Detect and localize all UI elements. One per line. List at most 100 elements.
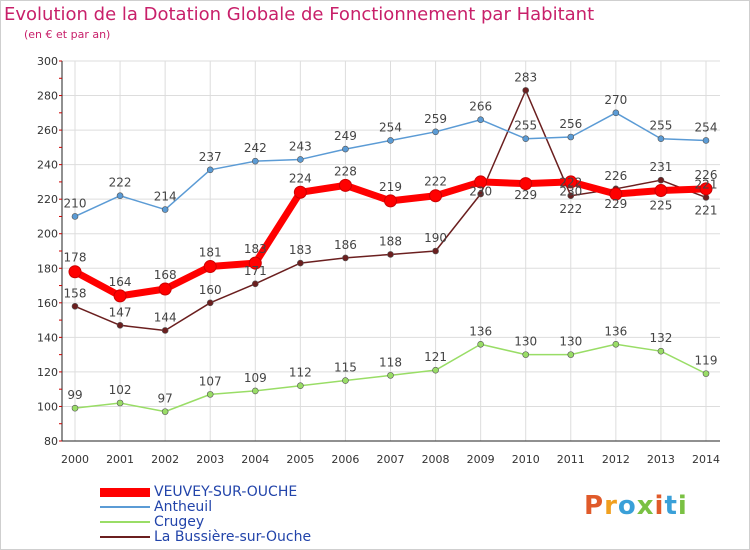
x-tick-label: 2009 bbox=[467, 453, 495, 466]
data-label: 224 bbox=[289, 171, 312, 185]
data-label: 254 bbox=[379, 120, 402, 134]
y-tick-label: 160 bbox=[37, 297, 58, 310]
legend-label: Crugey bbox=[154, 514, 205, 530]
data-point bbox=[116, 192, 124, 200]
data-label: 183 bbox=[289, 243, 312, 257]
data-label: 219 bbox=[379, 180, 402, 194]
data-label: 171 bbox=[244, 264, 267, 278]
data-point bbox=[477, 116, 484, 124]
data-point bbox=[522, 351, 530, 358]
x-tick-label: 2014 bbox=[692, 453, 720, 466]
data-label: 168 bbox=[154, 268, 177, 282]
data-point bbox=[68, 265, 82, 279]
data-label: 222 bbox=[109, 176, 132, 190]
data-point bbox=[477, 340, 484, 348]
data-label: 229 bbox=[514, 188, 537, 202]
data-point bbox=[612, 340, 620, 348]
data-label: 164 bbox=[109, 275, 132, 289]
data-label: 255 bbox=[649, 119, 672, 133]
data-point bbox=[161, 408, 169, 415]
data-label: 256 bbox=[559, 117, 582, 131]
y-tick-label: 80 bbox=[44, 435, 58, 448]
data-point bbox=[702, 137, 710, 144]
data-label: 144 bbox=[154, 310, 177, 324]
data-label: 121 bbox=[424, 350, 447, 364]
y-tick-label: 120 bbox=[37, 366, 58, 379]
logo-letter: r bbox=[604, 491, 618, 521]
data-label: 190 bbox=[424, 231, 447, 245]
data-label: 226 bbox=[695, 168, 718, 182]
data-label: 221 bbox=[695, 204, 718, 218]
legend-swatch bbox=[100, 536, 150, 538]
logo-letter: i bbox=[654, 491, 665, 521]
data-point bbox=[71, 302, 79, 310]
data-point bbox=[206, 391, 214, 398]
legend-swatch bbox=[100, 487, 150, 497]
data-label: 178 bbox=[64, 251, 87, 265]
data-label: 160 bbox=[199, 283, 222, 297]
x-tick-label: 2005 bbox=[286, 453, 314, 466]
y-tick-label: 280 bbox=[37, 90, 58, 103]
data-label: 283 bbox=[514, 70, 537, 84]
data-point bbox=[342, 377, 349, 384]
data-label: 270 bbox=[604, 93, 627, 107]
data-label: 186 bbox=[334, 238, 357, 252]
data-point bbox=[338, 178, 352, 192]
data-point bbox=[657, 176, 665, 184]
data-point bbox=[297, 259, 304, 267]
data-label: 99 bbox=[67, 388, 82, 402]
data-point bbox=[657, 135, 665, 143]
data-point bbox=[387, 251, 394, 258]
data-label: 112 bbox=[289, 366, 312, 380]
data-point bbox=[429, 189, 443, 203]
data-point bbox=[293, 185, 307, 199]
data-label: 228 bbox=[334, 164, 357, 178]
data-point bbox=[116, 321, 124, 329]
data-label: 259 bbox=[424, 112, 447, 126]
data-point bbox=[248, 256, 262, 270]
data-label: 249 bbox=[334, 129, 357, 143]
data-point bbox=[251, 157, 259, 165]
y-tick-label: 200 bbox=[37, 228, 58, 241]
x-tick-label: 2011 bbox=[557, 453, 585, 466]
x-tick-label: 2006 bbox=[331, 453, 359, 466]
data-label: 130 bbox=[559, 335, 582, 349]
data-label: 188 bbox=[379, 234, 402, 248]
data-point bbox=[522, 135, 530, 143]
logo-letter: o bbox=[617, 491, 637, 521]
legend-item-veuvey: VEUVEY-SUR-OUCHE bbox=[100, 484, 298, 500]
data-label: 109 bbox=[244, 371, 267, 385]
data-label: 181 bbox=[199, 246, 222, 260]
data-label: 226 bbox=[604, 169, 627, 183]
legend-label: VEUVEY-SUR-OUCHE bbox=[154, 484, 298, 500]
data-label: 237 bbox=[199, 150, 222, 164]
data-point bbox=[612, 109, 620, 117]
data-label: 158 bbox=[64, 286, 87, 300]
data-label: 221 bbox=[695, 177, 718, 191]
x-tick-label: 2007 bbox=[377, 453, 405, 466]
data-label: 243 bbox=[289, 139, 312, 153]
data-label: 214 bbox=[154, 190, 177, 204]
data-label: 107 bbox=[199, 374, 222, 388]
data-point bbox=[657, 347, 665, 355]
data-point bbox=[519, 177, 533, 191]
data-label: 147 bbox=[109, 305, 132, 319]
data-point bbox=[567, 192, 575, 200]
data-point bbox=[113, 289, 127, 303]
data-label: 136 bbox=[469, 324, 492, 338]
data-label: 130 bbox=[514, 335, 537, 349]
data-point bbox=[702, 370, 710, 377]
y-tick-label: 140 bbox=[37, 331, 58, 344]
data-point bbox=[432, 247, 439, 255]
y-tick-label: 300 bbox=[37, 55, 58, 68]
data-point bbox=[567, 351, 575, 358]
data-point bbox=[474, 175, 488, 189]
data-point bbox=[432, 128, 439, 136]
logo-letter: i bbox=[677, 491, 688, 521]
data-label: 255 bbox=[514, 119, 537, 133]
data-point bbox=[158, 282, 172, 296]
data-point bbox=[161, 206, 169, 213]
data-point bbox=[609, 187, 623, 201]
legend-item-antheuil: Antheuil bbox=[100, 499, 212, 515]
